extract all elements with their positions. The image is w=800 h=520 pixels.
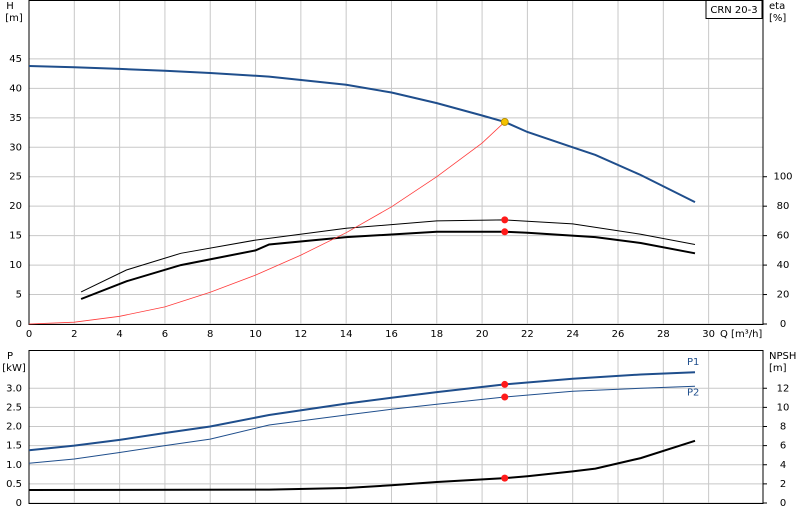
- x-tick-label: 12: [294, 329, 307, 340]
- operating-point: [500, 118, 509, 126]
- y2-tick-label: 2: [780, 479, 786, 490]
- x-tick-label: 0: [26, 329, 32, 340]
- y-tick-label: 30: [9, 142, 22, 153]
- y-tick-label: 0.5: [6, 479, 22, 490]
- y-tick-label: 1.0: [6, 460, 22, 471]
- y-tick-label: 15: [9, 231, 22, 242]
- x-tick-label: 22: [521, 329, 534, 340]
- series-line: [28, 371, 696, 452]
- y-tick-label: 2.5: [6, 402, 22, 413]
- y2-axis-label: eta: [769, 1, 785, 12]
- x-tick-label: 8: [207, 329, 213, 340]
- title-box: [705, 0, 763, 19]
- plot-frame: [28, 0, 764, 325]
- x-tick-label: 26: [612, 329, 625, 340]
- y2-tick-label: 8: [780, 422, 786, 433]
- operating-point: [501, 393, 509, 401]
- x-tick-label: 4: [116, 329, 122, 340]
- y-tick-label: 1.5: [6, 441, 22, 452]
- operating-point: [501, 474, 509, 482]
- y-axis-unit: [m]: [5, 13, 23, 24]
- x-tick-label: 6: [162, 329, 168, 340]
- y2-tick-label: 40: [777, 260, 790, 271]
- y-tick-label: 2.0: [6, 422, 22, 433]
- y2-tick-label: 20: [777, 290, 790, 301]
- y2-tick-label: 4: [780, 460, 786, 471]
- series-label: P2: [687, 387, 699, 398]
- x-tick-label: 14: [340, 329, 353, 340]
- y2-tick-label: 80: [777, 201, 790, 212]
- series-line: [28, 65, 696, 203]
- x-tick-label: 2: [71, 329, 77, 340]
- series-line: [80, 219, 696, 293]
- chart-title: CRN 20-3: [710, 5, 757, 16]
- y-axis-unit: [kW]: [2, 363, 26, 374]
- operating-point: [501, 216, 509, 224]
- series-line: [80, 230, 696, 300]
- y-tick-label: 35: [9, 113, 22, 124]
- y-tick-label: 40: [9, 83, 22, 94]
- y-tick-label: 45: [9, 54, 22, 65]
- y2-axis-label: NPSH: [769, 351, 796, 362]
- x-tick-label: 18: [430, 329, 443, 340]
- operating-point: [501, 380, 509, 388]
- x-tick-label: 20: [476, 329, 489, 340]
- y2-axis-unit: [m]: [769, 363, 787, 374]
- y-tick-label: 20: [9, 201, 22, 212]
- y-tick-label: 25: [9, 172, 22, 183]
- x-tick-label: 10: [249, 329, 262, 340]
- y2-tick-label: 12: [777, 383, 790, 394]
- x-tick-label: 16: [385, 329, 398, 340]
- y2-tick-label: 0: [780, 319, 786, 330]
- y-axis-label: P: [7, 351, 13, 362]
- y-tick-label: 5: [16, 290, 22, 301]
- plot-frame: [28, 350, 764, 504]
- y-tick-label: 10: [9, 260, 22, 271]
- y-tick-label: 0: [16, 498, 22, 509]
- y-tick-label: 0: [16, 319, 22, 330]
- y-tick-label: 3.0: [6, 383, 22, 394]
- y-axis-label: H: [6, 1, 14, 12]
- y2-tick-label: 6: [780, 441, 786, 452]
- series-label: P1: [687, 357, 699, 368]
- series-line: [28, 121, 505, 325]
- y2-tick-label: 10: [777, 402, 790, 413]
- x-tick-label: 30: [702, 329, 715, 340]
- x-tick-label: 28: [657, 329, 670, 340]
- y2-tick-label: 60: [777, 231, 790, 242]
- series-line: [28, 385, 696, 464]
- y2-tick-label: 100: [773, 172, 792, 183]
- y2-tick-label: 0: [780, 498, 786, 509]
- y2-axis-unit: [%]: [769, 13, 786, 24]
- x-axis-label: Q [m³/h]: [720, 329, 762, 340]
- operating-point: [501, 228, 509, 236]
- x-tick-label: 24: [566, 329, 579, 340]
